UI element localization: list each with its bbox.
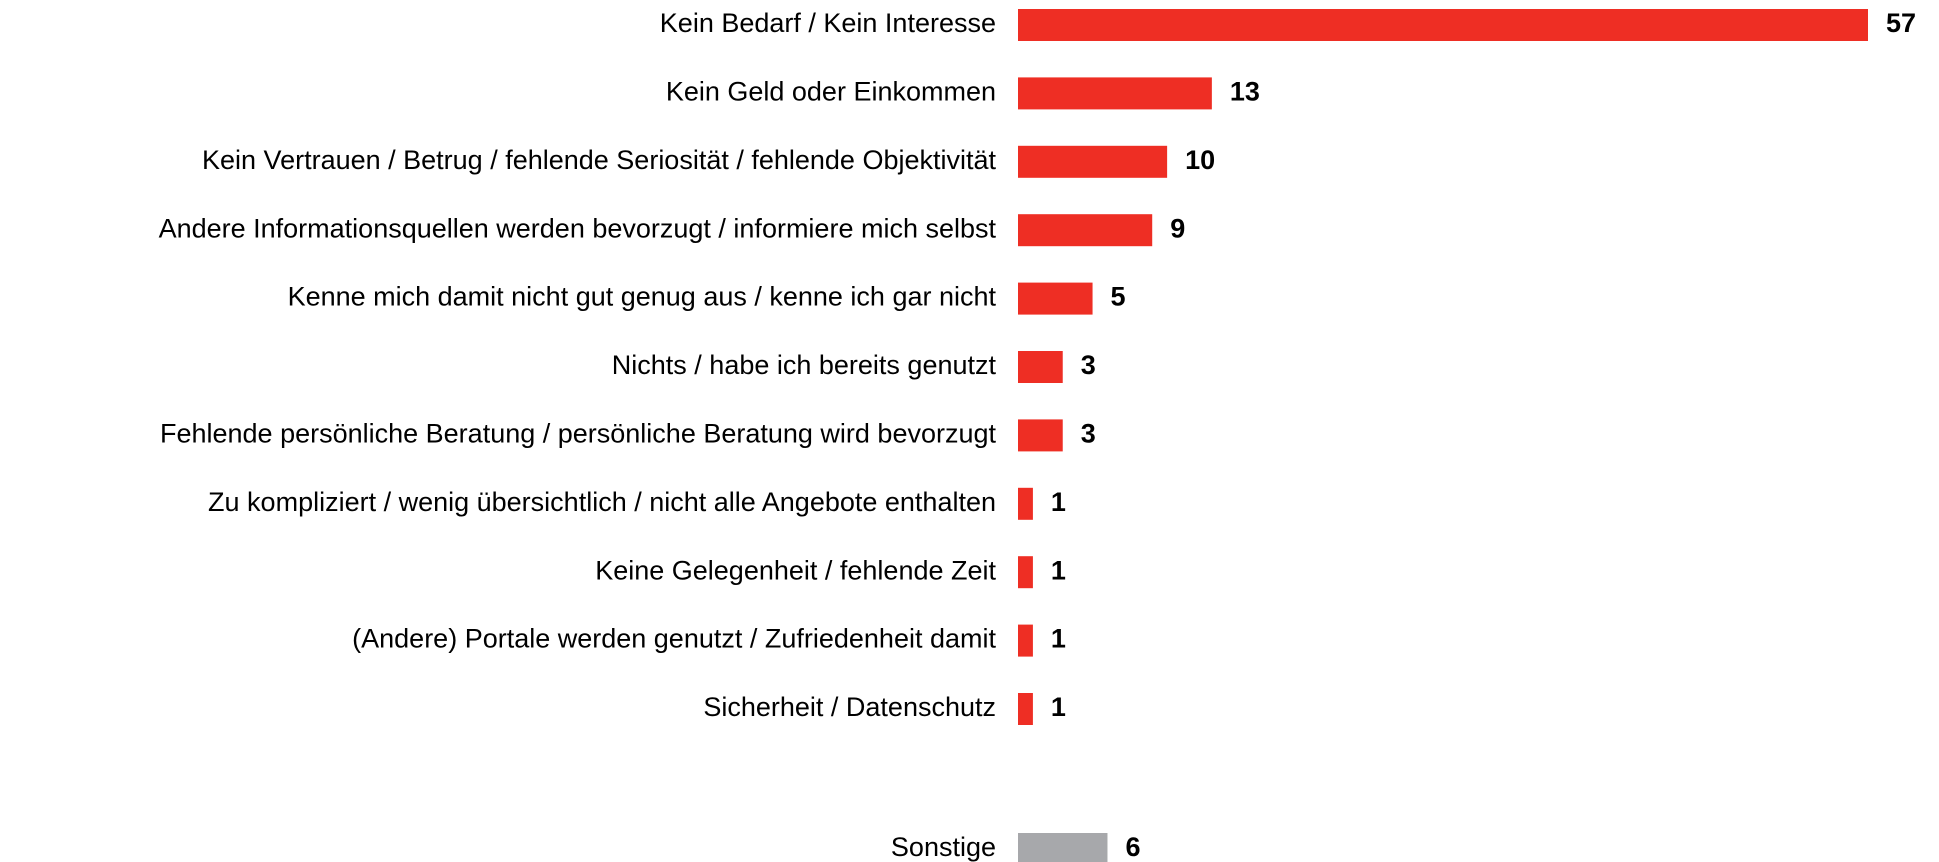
- value-label: 9: [1170, 213, 1185, 243]
- value-label: 5: [1111, 282, 1126, 312]
- category-label: Kein Bedarf / Kein Interesse: [660, 8, 996, 38]
- category-label: Sicherheit / Datenschutz: [703, 692, 996, 722]
- bar: [1018, 693, 1033, 725]
- category-label: Kein Vertrauen / Betrug / fehlende Serio…: [202, 145, 996, 175]
- bar: [1018, 77, 1212, 110]
- value-label: 3: [1081, 419, 1096, 449]
- value-label: 1: [1051, 555, 1066, 585]
- value-label: 57: [1886, 8, 1916, 38]
- category-label: Keine Gelegenheit / fehlende Zeit: [595, 555, 996, 585]
- bar: [1018, 214, 1153, 247]
- category-label: Zu kompliziert / wenig übersichtlich / n…: [208, 487, 996, 517]
- category-label: (Andere) Portale werden genutzt / Zufrie…: [352, 624, 996, 654]
- bar: [1018, 487, 1033, 520]
- value-label: 6: [1125, 832, 1140, 862]
- bar: [1018, 624, 1033, 657]
- bar: [1018, 145, 1168, 178]
- value-label: 1: [1051, 487, 1066, 517]
- category-label: Kenne mich damit nicht gut genug aus / k…: [288, 282, 997, 312]
- bar: [1018, 419, 1063, 452]
- bar: [1018, 9, 1868, 41]
- bar: [1018, 282, 1093, 315]
- category-label: Nichts / habe ich bereits genutzt: [612, 350, 997, 380]
- value-label: 13: [1230, 77, 1260, 107]
- value-label: 1: [1051, 624, 1066, 654]
- category-label: Andere Informationsquellen werden bevorz…: [159, 213, 997, 243]
- bar: [1018, 351, 1063, 383]
- bar: [1018, 556, 1033, 589]
- value-label: 1: [1051, 692, 1066, 722]
- bar: [1018, 833, 1108, 862]
- category-label: Fehlende persönliche Beratung / persönli…: [160, 419, 997, 449]
- value-label: 3: [1081, 350, 1096, 380]
- value-label: 10: [1185, 145, 1215, 175]
- category-label: Sonstige: [891, 832, 996, 862]
- category-label: Kein Geld oder Einkommen: [666, 77, 996, 107]
